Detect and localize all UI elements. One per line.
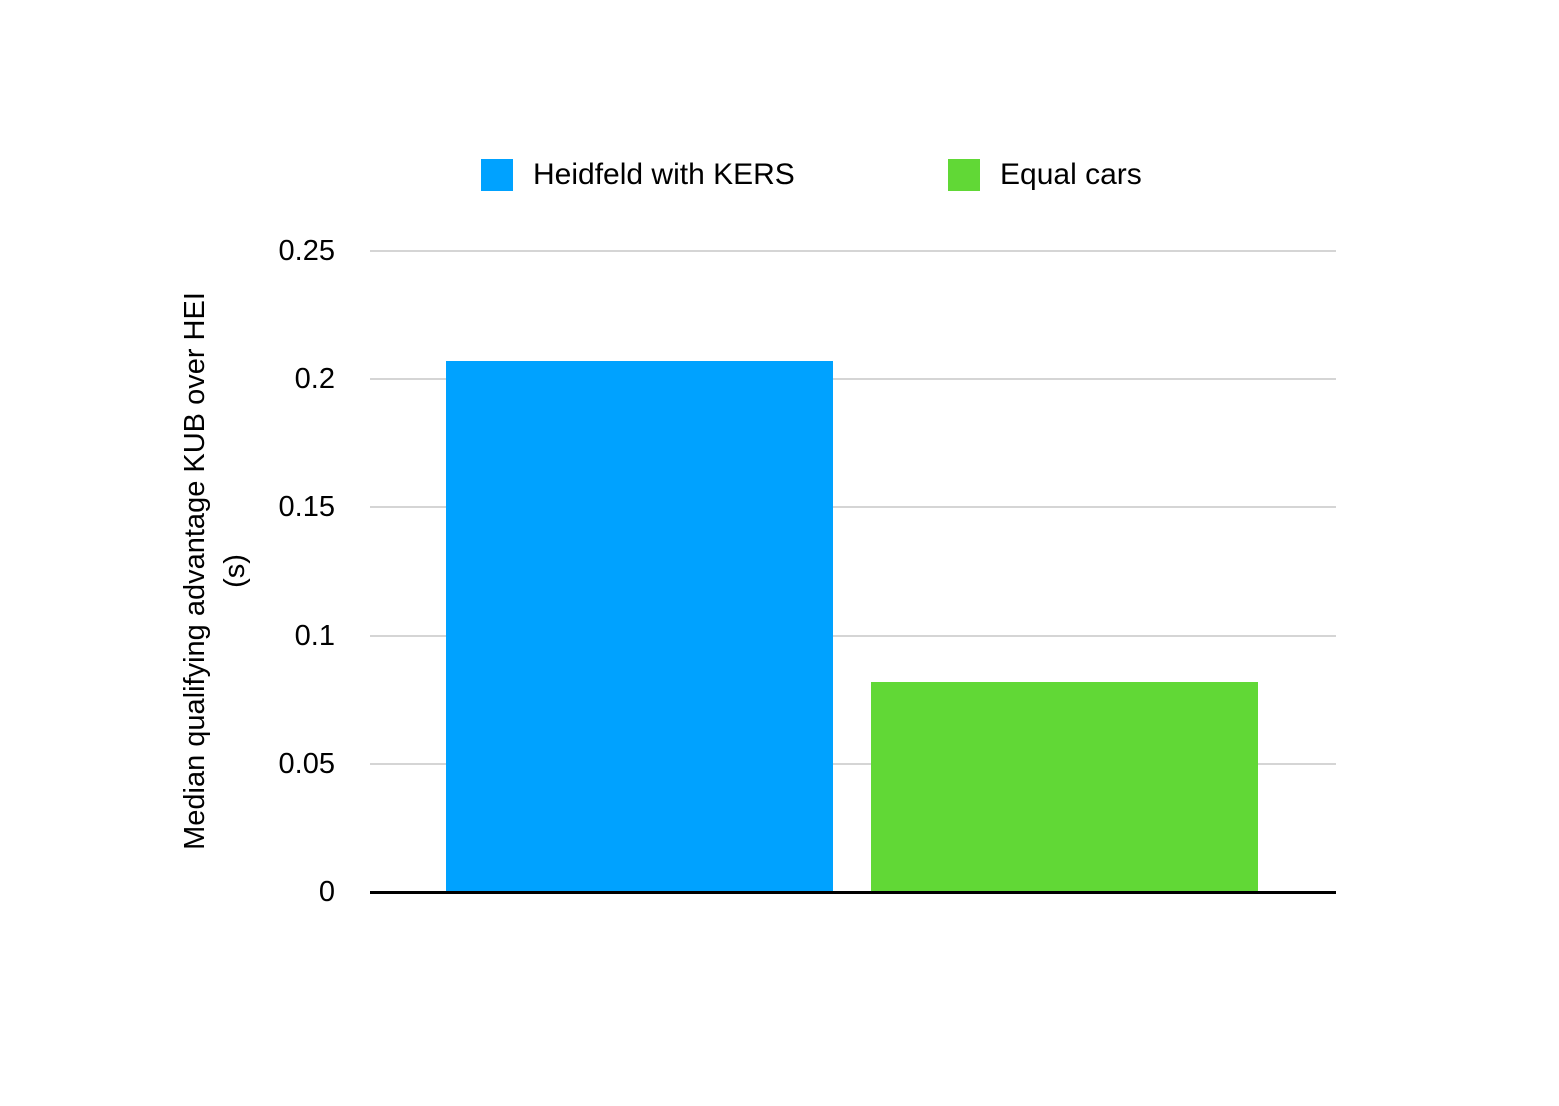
legend-item-heidfeld-with-kers: Heidfeld with KERS bbox=[481, 159, 795, 191]
y-tick-label-0: 0 bbox=[318, 876, 335, 908]
gridline-0.2 bbox=[370, 378, 1336, 381]
y-axis-title-line-1: Median qualifying advantage KUB over HEI bbox=[179, 292, 211, 850]
y-tick-label-0.25: 0.25 bbox=[278, 235, 335, 267]
x-axis-line bbox=[370, 891, 1336, 894]
bar-heidfeld-with-kers bbox=[446, 361, 833, 892]
gridline-0.15 bbox=[370, 506, 1336, 509]
gridline-0.05 bbox=[370, 762, 1336, 765]
y-tick-label-0.15: 0.15 bbox=[278, 491, 335, 524]
y-tick-label-0.2: 0.2 bbox=[294, 363, 335, 396]
y-tick-label-0.1: 0.1 bbox=[294, 619, 335, 652]
bar-equal-cars bbox=[871, 681, 1258, 892]
y-tick-label-0.05: 0.05 bbox=[278, 747, 335, 780]
legend-swatch-green-icon bbox=[948, 159, 980, 191]
gridline-0.25 bbox=[370, 250, 1336, 252]
legend-label-heidfeld-with-kers: Heidfeld with KERS bbox=[533, 158, 795, 191]
y-axis-title-line-2: (s) bbox=[219, 554, 251, 588]
plot-area bbox=[370, 250, 1336, 894]
y-axis-title: Median qualifying advantage KUB over HEI… bbox=[175, 221, 255, 921]
legend-item-equal-cars: Equal cars bbox=[948, 159, 1142, 191]
legend-label-equal-cars: Equal cars bbox=[1000, 158, 1142, 191]
gridline-0.1 bbox=[370, 634, 1336, 637]
legend-swatch-blue-icon bbox=[481, 159, 513, 191]
